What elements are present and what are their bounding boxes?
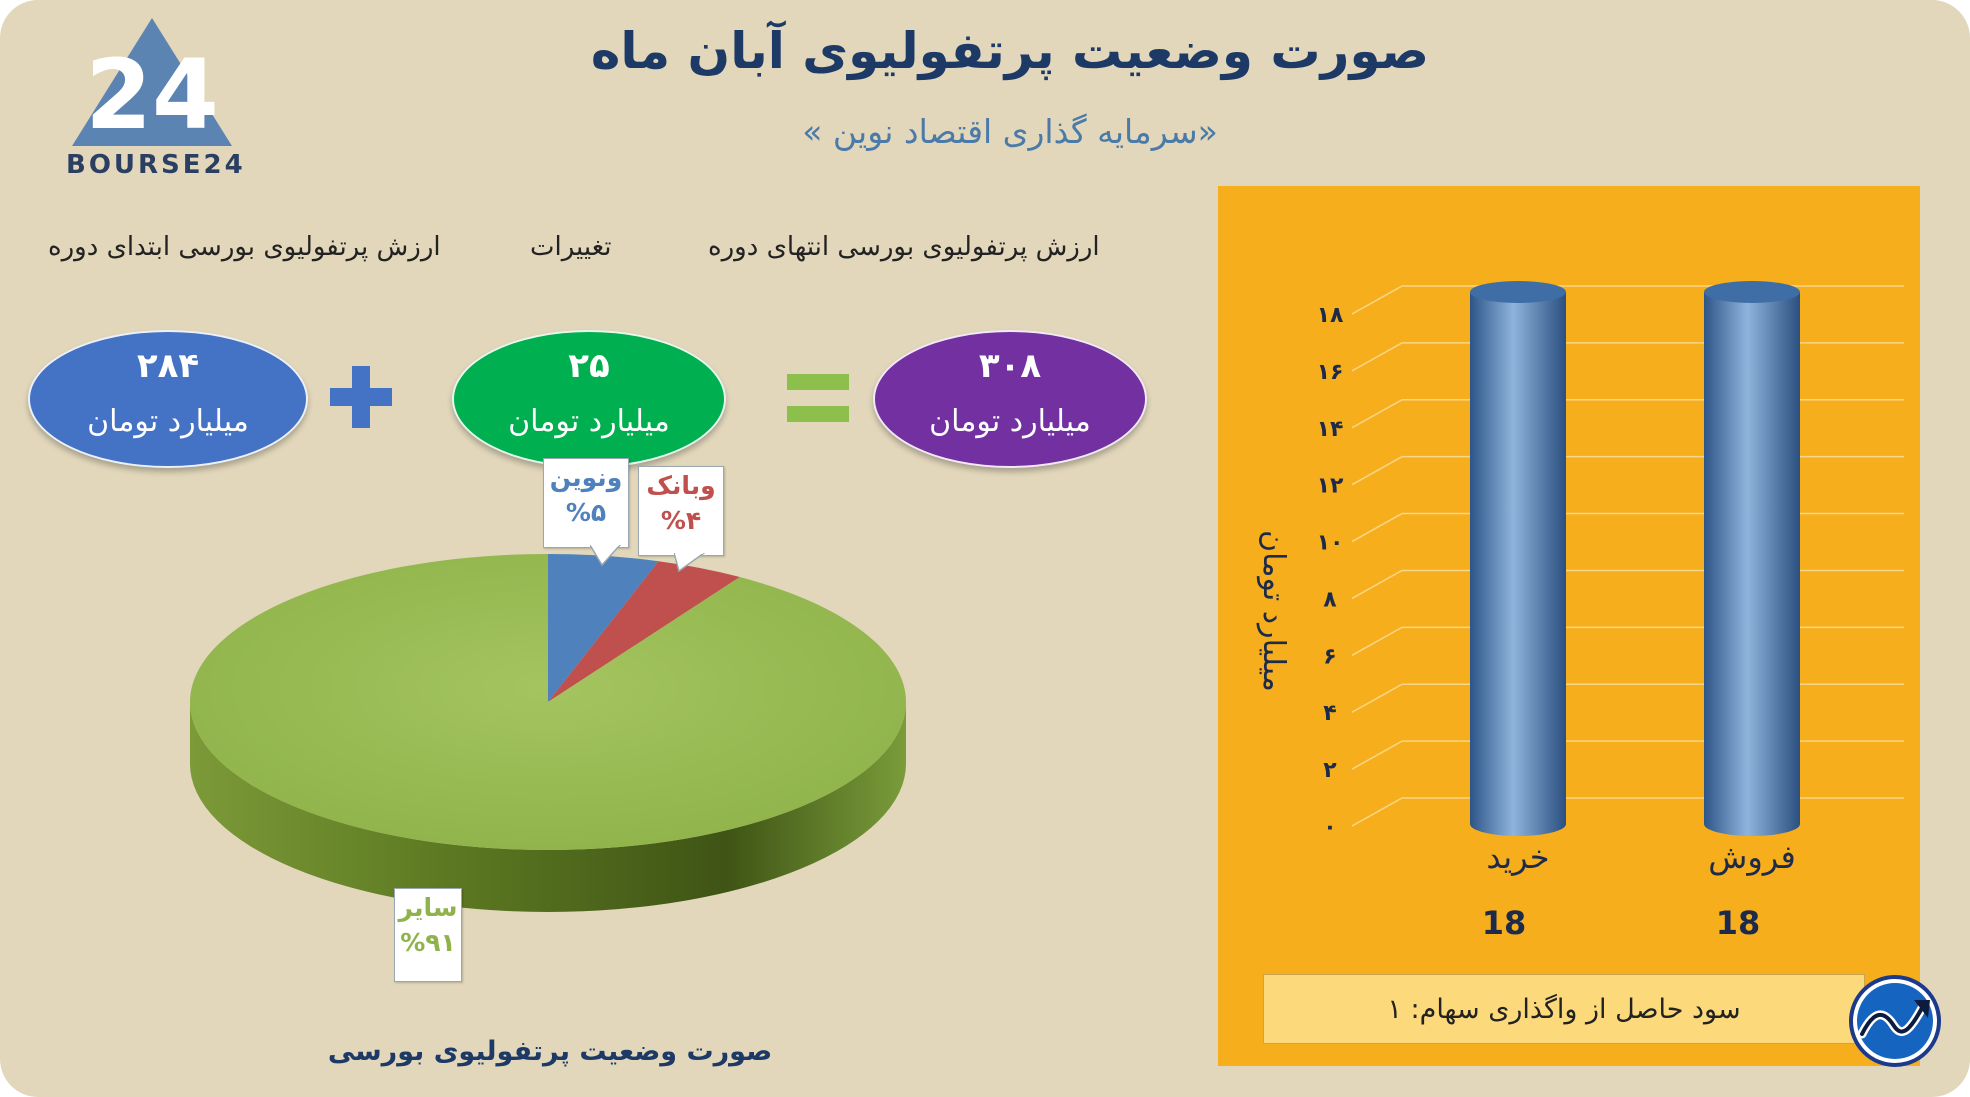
page-subtitle: «سرمایه گذاری اقتصاد نوین » — [802, 112, 1218, 151]
y-tick-label: ۲ — [1323, 758, 1337, 783]
callout-vebank-name: وبانک — [646, 471, 716, 500]
callout-vebank: وبانک %۴ — [638, 466, 724, 556]
bar-1 — [1470, 292, 1566, 836]
grid-diag — [1351, 512, 1403, 543]
grid-diag — [1351, 569, 1403, 600]
y-tick-label: ۸ — [1323, 587, 1337, 612]
bar-chart: ۰ ۲ ۴ ۶ ۸ ۱۰ ۱۲ ۱۴ ۱۶ ۱۸ خرید 18 فروش 18 میلیارد توم… — [1256, 281, 1904, 942]
grid-diag — [1351, 399, 1403, 429]
grid-diag — [1351, 342, 1403, 372]
pie-caption: صورت وضعیت پرتفولیوی بورسی — [327, 1036, 773, 1067]
pie-side — [190, 702, 906, 912]
equals-icon — [787, 374, 849, 422]
end-value-unit: میلیارد تومان — [929, 404, 1091, 439]
end-value-oval: ۳۰۸ میلیارد تومان — [873, 330, 1147, 468]
change-number: ۲۵ — [568, 346, 610, 386]
y-tick-label: ۱۸ — [1317, 303, 1344, 328]
y-tick-label: ۱۲ — [1317, 474, 1344, 499]
callout-venovin: ونوین %۵ — [543, 458, 629, 548]
plus-icon — [330, 366, 392, 428]
y-tick-label: ۴ — [1323, 701, 1336, 726]
callout-vebank-pointer — [674, 553, 706, 573]
callout-vebank-pct: %۴ — [660, 506, 702, 535]
callout-other-pct: %۹۱ — [400, 928, 456, 957]
end-value-number: ۳۰۸ — [978, 346, 1042, 386]
x-category-label: خرید — [1486, 838, 1549, 876]
y-tick-label: ۱۰ — [1317, 531, 1344, 556]
y-tick-label: ۱۶ — [1317, 360, 1344, 385]
start-value-number: ۲۸۴ — [136, 346, 200, 386]
y-tick-label: ۱۴ — [1317, 417, 1344, 442]
change-unit: میلیارد تومان — [508, 404, 670, 439]
y-axis-label: میلیارد تومان — [1256, 530, 1291, 692]
y-tick-label: ۶ — [1323, 644, 1336, 669]
callout-other: سایر %۹۱ — [394, 888, 462, 982]
profit-text: سود حاصل از واگذاری سهام: ۱ — [1387, 993, 1741, 1025]
grid-diag — [1351, 683, 1403, 713]
bourse24-logo-icon: 24 — [72, 18, 232, 151]
profit-box: سود حاصل از واگذاری سهام: ۱ — [1263, 974, 1865, 1044]
bar-top-2 — [1704, 281, 1800, 303]
trade-panel — [1218, 186, 1920, 1066]
grid-diag — [1351, 456, 1403, 486]
start-value-unit: میلیارد تومان — [87, 404, 249, 439]
pie-slice-1 — [548, 554, 659, 702]
pie-slice-2 — [548, 561, 740, 702]
trend-arrow-icon — [1849, 975, 1941, 1067]
change-oval: ۲۵ میلیارد تومان — [452, 330, 726, 468]
callout-venovin-pointer — [590, 545, 622, 567]
start-value-oval: ۲۸۴ میلیارد تومان — [28, 330, 308, 468]
bar-value-label: 18 — [1482, 904, 1527, 942]
bar-2 — [1704, 292, 1800, 836]
change-heading: تغییرات — [530, 232, 612, 262]
pie-slice-3 — [190, 554, 907, 850]
callout-venovin-pct: %۵ — [565, 498, 607, 527]
pie-chart — [190, 554, 907, 912]
page-title: صورت وضعیت پرتفولیوی آبان ماه — [590, 22, 1430, 80]
x-category-label: فروش — [1708, 838, 1795, 876]
callout-venovin-name: ونوین — [549, 463, 623, 492]
end-value-heading: ارزش پرتفولیوی بورسی انتهای دوره — [708, 232, 1100, 262]
grid-diag — [1351, 626, 1403, 656]
bar-top-1 — [1470, 281, 1566, 303]
bar-value-label: 18 — [1716, 904, 1761, 942]
grid-diag — [1351, 285, 1403, 315]
logo-text: BOURSE24 — [66, 150, 246, 180]
y-tick-label: ۰ — [1323, 815, 1336, 840]
logo-mark-text: 24 — [85, 39, 219, 151]
callout-other-name: سایر — [398, 893, 458, 922]
start-value-heading: ارزش پرتفولیوی بورسی ابتدای دوره — [48, 232, 441, 262]
grid-diag — [1351, 797, 1403, 827]
grid-diag — [1351, 740, 1403, 770]
